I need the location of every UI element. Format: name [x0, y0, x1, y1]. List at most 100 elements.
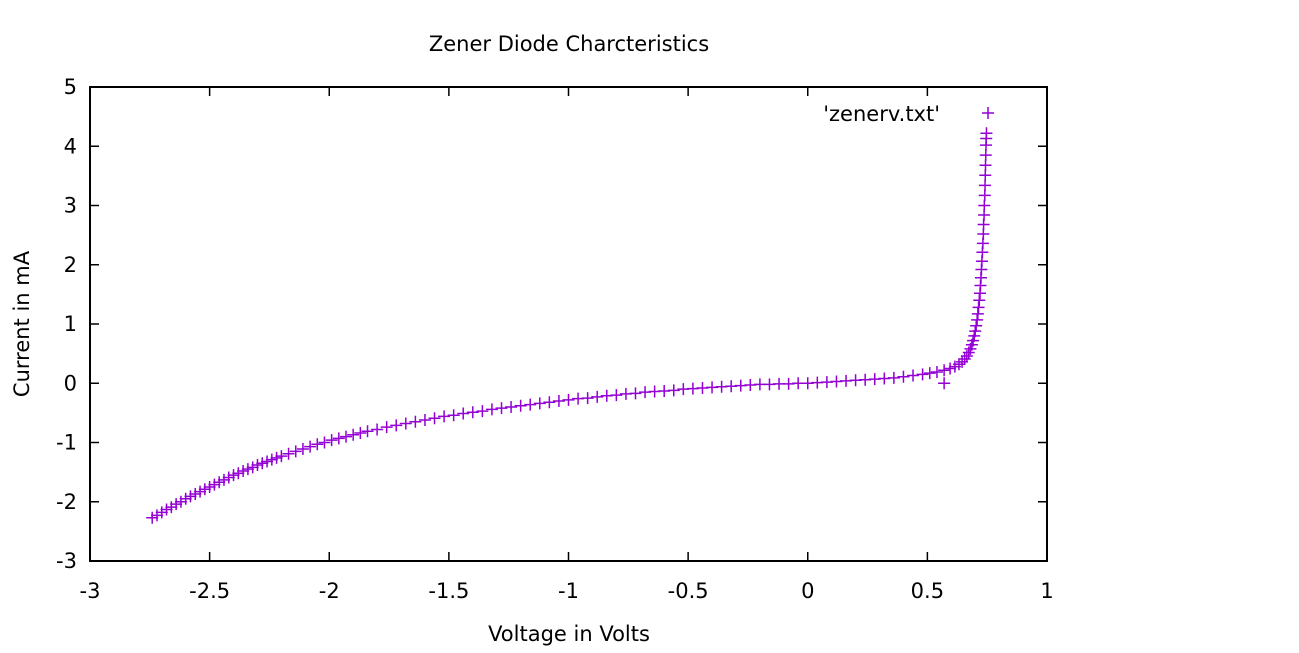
data-point — [952, 358, 965, 371]
data-point — [476, 405, 489, 418]
data-point — [428, 412, 441, 425]
data-point — [938, 364, 951, 377]
data-point — [457, 407, 470, 420]
data-point — [418, 413, 431, 426]
data-point — [591, 390, 604, 403]
x-tick-label: -1.5 — [428, 579, 469, 603]
data-point — [485, 403, 498, 416]
data-point — [970, 319, 983, 332]
data-point — [170, 498, 183, 511]
data-point — [296, 443, 309, 456]
data-point — [495, 402, 508, 415]
data-point — [354, 427, 367, 440]
y-tick-label: 0 — [64, 371, 77, 395]
data-point — [466, 406, 479, 419]
y-tick-label: 3 — [64, 194, 77, 218]
data-point — [543, 396, 556, 409]
data-point — [332, 432, 345, 445]
data-point — [958, 352, 971, 365]
data-point — [361, 425, 374, 438]
data-point — [261, 455, 274, 468]
data-point — [969, 325, 982, 338]
x-tick-label: -3 — [80, 579, 101, 603]
data-point — [978, 199, 991, 212]
data-point — [916, 368, 929, 381]
chart-title: Zener Diode Charcteristics — [429, 32, 709, 56]
data-point — [160, 503, 173, 516]
data-point — [897, 370, 910, 383]
data-point — [304, 440, 317, 453]
data-point — [198, 483, 211, 496]
data-point — [347, 428, 360, 441]
data-point — [907, 369, 920, 382]
data-point — [208, 478, 221, 491]
data-point — [174, 495, 187, 508]
data-point — [887, 371, 900, 384]
y-tick-label: -3 — [56, 549, 77, 573]
data-point — [184, 490, 197, 503]
y-axis-ticks: 5 4 3 2 1 0 -1 -2 -3 — [56, 75, 1047, 573]
data-point — [227, 469, 240, 482]
data-point — [979, 169, 992, 182]
data-point — [270, 451, 283, 464]
x-axis-label: Voltage in Volts — [488, 622, 650, 646]
data-point — [289, 445, 302, 458]
data-point — [146, 511, 159, 524]
data-point — [371, 423, 384, 436]
data-point — [222, 471, 235, 484]
data-point — [217, 473, 230, 486]
data-point — [533, 397, 546, 410]
data-point — [956, 355, 969, 368]
data-point — [325, 434, 338, 447]
data-point — [979, 159, 992, 172]
data-point — [923, 367, 936, 380]
x-tick-label: 1 — [1040, 579, 1053, 603]
plot-frame — [89, 86, 1048, 562]
data-point — [246, 461, 259, 474]
data-point — [980, 127, 993, 140]
x-tick-label: 0.5 — [911, 579, 944, 603]
legend-marker — [982, 107, 994, 119]
data-point — [339, 430, 352, 443]
data-point — [380, 421, 393, 434]
data-point — [979, 149, 992, 162]
y-axis-label: Current in mA — [10, 250, 34, 397]
legend-marker-plus — [982, 107, 994, 119]
data-point — [251, 459, 264, 472]
data-point — [241, 463, 254, 476]
y-tick-label: 1 — [64, 312, 77, 336]
data-point — [282, 447, 295, 460]
data-point — [232, 467, 245, 480]
data-points — [146, 127, 993, 524]
data-point — [194, 485, 207, 498]
data-point — [179, 492, 192, 505]
data-point — [581, 392, 594, 405]
y-tick-label: -2 — [56, 490, 77, 514]
data-point — [667, 384, 680, 397]
data-point — [189, 488, 202, 501]
data-point — [524, 398, 537, 411]
data-point — [165, 501, 178, 514]
data-point — [978, 189, 991, 202]
legend: 'zenerv.txt' — [823, 102, 994, 126]
x-tick-label: -2.5 — [189, 579, 230, 603]
data-point — [155, 506, 168, 519]
data-point — [438, 410, 451, 423]
y-tick-label: 2 — [64, 253, 77, 277]
data-point — [390, 419, 403, 432]
y-tick-label: 5 — [64, 75, 77, 99]
data-point — [447, 409, 460, 422]
data-point — [150, 509, 163, 522]
data-point — [265, 453, 278, 466]
x-axis-ticks: -3 -2.5 -2 -1.5 -1 -0.5 0 0.5 1 — [80, 87, 1054, 603]
x-tick-label: 0 — [801, 579, 814, 603]
data-point — [311, 438, 324, 451]
data-point — [256, 457, 269, 470]
legend-label: 'zenerv.txt' — [823, 102, 940, 126]
y-tick-label: -1 — [56, 431, 77, 455]
data-point — [318, 436, 331, 449]
data-point — [399, 417, 412, 430]
data-point — [944, 362, 957, 375]
